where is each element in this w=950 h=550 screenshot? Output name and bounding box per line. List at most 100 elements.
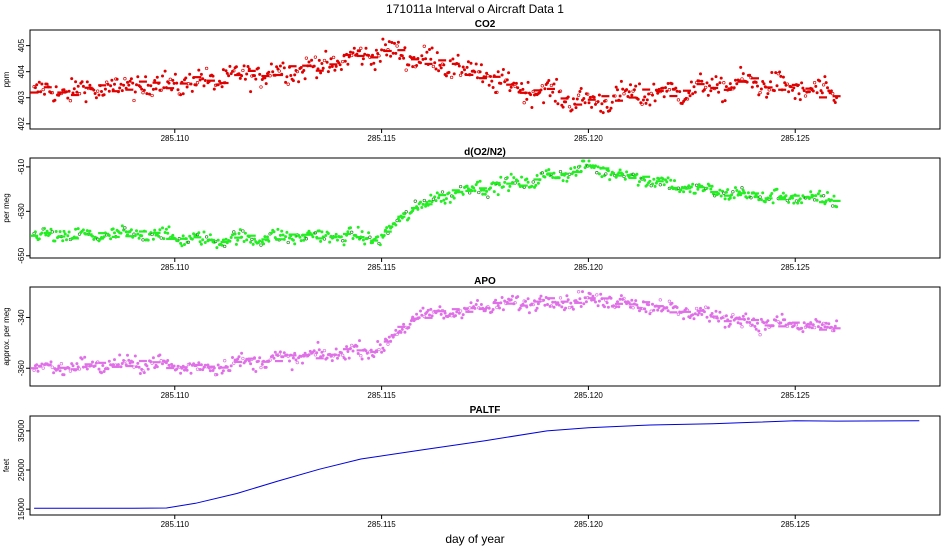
data-point — [818, 320, 822, 324]
data-point — [740, 77, 744, 81]
data-point — [714, 309, 718, 313]
data-point — [819, 194, 823, 198]
data-point — [710, 312, 714, 315]
data-point — [476, 299, 479, 302]
data-point — [735, 189, 739, 192]
data-point — [201, 368, 205, 372]
data-point — [133, 234, 137, 238]
data-point — [109, 84, 113, 88]
data-point — [526, 180, 530, 184]
data-point — [227, 74, 231, 78]
data-point — [285, 230, 289, 234]
data-point — [66, 234, 70, 238]
data-point — [544, 169, 548, 173]
data-point — [718, 188, 722, 192]
data-point — [61, 239, 65, 243]
data-point — [153, 228, 157, 232]
data-point — [119, 231, 123, 235]
data-point — [461, 65, 465, 69]
data-point — [291, 79, 295, 83]
data-point — [231, 356, 234, 359]
data-point — [136, 232, 140, 236]
data-point — [614, 305, 618, 309]
data-point — [614, 85, 618, 89]
data-point — [234, 65, 238, 69]
data-point — [45, 82, 49, 86]
data-point — [253, 74, 256, 78]
data-point — [721, 100, 724, 104]
data-point — [556, 301, 560, 305]
data-point — [682, 317, 686, 321]
data-point — [346, 230, 350, 234]
data-point — [365, 237, 369, 240]
data-point — [664, 86, 667, 90]
data-point — [756, 195, 759, 199]
data-point — [622, 296, 626, 301]
data-point — [62, 229, 66, 233]
data-point — [336, 356, 339, 360]
data-point — [371, 241, 374, 245]
data-point — [667, 299, 672, 303]
data-point — [762, 82, 766, 86]
data-point — [67, 89, 71, 93]
data-point — [404, 210, 408, 214]
data-point — [433, 61, 437, 65]
data-point — [232, 69, 236, 73]
data-point — [438, 63, 442, 67]
data-point — [330, 65, 334, 68]
data-point — [76, 227, 80, 231]
data-point — [565, 294, 569, 298]
data-point — [555, 77, 559, 81]
data-point — [197, 68, 201, 72]
data-point — [299, 239, 303, 243]
data-point — [251, 242, 255, 246]
data-point — [697, 311, 701, 315]
data-point — [833, 324, 837, 328]
data-point — [494, 298, 498, 302]
data-point — [301, 361, 304, 365]
data-point — [746, 317, 750, 321]
plot-frame — [29, 157, 941, 259]
data-point — [500, 73, 504, 77]
data-point — [215, 373, 219, 377]
data-point — [44, 233, 48, 237]
data-point — [722, 315, 726, 319]
data-point — [465, 307, 469, 311]
data-point — [202, 84, 206, 88]
data-point — [629, 83, 632, 87]
data-point — [411, 65, 415, 69]
data-point — [329, 57, 333, 61]
data-point — [571, 307, 575, 311]
data-point — [599, 292, 603, 296]
data-point — [116, 363, 120, 367]
data-point — [691, 182, 695, 186]
data-point — [512, 176, 516, 180]
data-point — [591, 294, 595, 298]
data-point — [520, 175, 524, 179]
data-point — [241, 356, 245, 361]
data-point — [498, 306, 501, 310]
data-point — [816, 325, 820, 329]
data-point — [377, 347, 381, 352]
panel-0: CO2 ppm 285.110 285.115 285.120 285.125 402 403… — [2, 19, 941, 143]
data-point — [346, 350, 350, 353]
data-point — [223, 359, 227, 363]
data-point — [665, 180, 669, 184]
data-point — [338, 63, 342, 67]
data-point — [821, 83, 826, 87]
data-point — [583, 166, 587, 170]
data-point — [447, 191, 451, 195]
data-point — [275, 65, 279, 69]
data-point — [273, 350, 277, 354]
data-point — [636, 97, 640, 101]
data-point — [131, 360, 135, 364]
data-point — [518, 89, 522, 92]
data-point — [150, 93, 154, 98]
data-point — [606, 305, 610, 309]
data-point — [625, 88, 629, 92]
data-point — [443, 201, 447, 205]
data-point — [167, 81, 171, 85]
data-point — [349, 50, 352, 54]
data-point — [188, 362, 192, 366]
data-point — [501, 308, 505, 312]
